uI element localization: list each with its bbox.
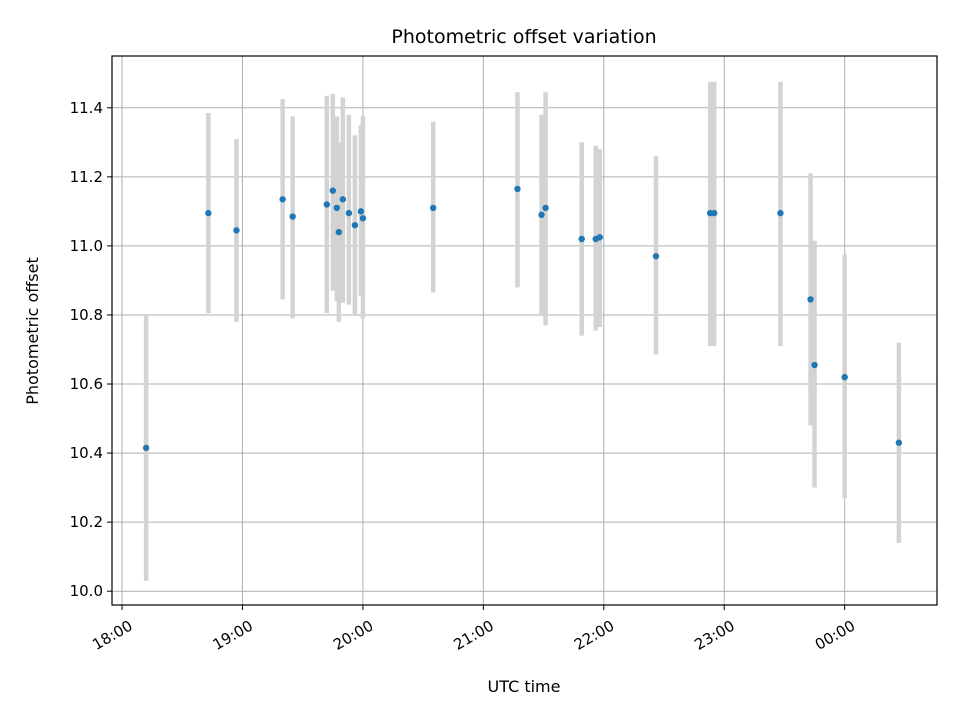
- data-point: [339, 196, 347, 203]
- y-tick-label: 10.6: [70, 375, 103, 393]
- data-point: [329, 187, 337, 194]
- data-point: [345, 209, 353, 217]
- data-point: [538, 211, 545, 219]
- y-axis-label: Photometric offset: [23, 257, 42, 405]
- data-point: [578, 235, 585, 243]
- data-point: [652, 253, 660, 260]
- data-point: [233, 227, 240, 234]
- y-tick-label: 10.4: [70, 444, 103, 462]
- data-point: [205, 209, 212, 217]
- data-points: [142, 185, 903, 452]
- data-point: [335, 228, 343, 236]
- chart-title: Photometric offset variation: [391, 26, 656, 48]
- data-point: [289, 213, 296, 220]
- data-point: [777, 209, 784, 217]
- data-point: [514, 185, 521, 193]
- data-point: [596, 234, 603, 241]
- x-axis-label: UTC time: [488, 677, 561, 696]
- y-tick-label: 11.0: [70, 237, 103, 255]
- plot-area-frame: [111, 55, 938, 606]
- data-point: [542, 204, 549, 212]
- data-point: [811, 361, 818, 369]
- data-point: [429, 204, 437, 212]
- y-tick-label: 10.0: [70, 582, 103, 600]
- data-point: [359, 215, 367, 222]
- data-point: [841, 373, 848, 381]
- data-point: [279, 196, 286, 203]
- data-point: [142, 444, 150, 452]
- data-point: [710, 209, 718, 217]
- data-point: [333, 204, 341, 212]
- y-axis-ticks: 10.0 10.2 10.4 10.6 10.8 11.0 11.2 11.4: [70, 99, 112, 600]
- data-point: [323, 201, 330, 208]
- y-tick-label: 11.2: [70, 168, 103, 186]
- data-point: [351, 221, 359, 229]
- y-tick-label: 11.4: [70, 99, 103, 117]
- data-point: [357, 208, 365, 215]
- y-tick-label: 10.2: [70, 513, 103, 531]
- y-tick-label: 10.8: [70, 306, 103, 324]
- data-point: [895, 439, 903, 446]
- data-point: [807, 296, 814, 303]
